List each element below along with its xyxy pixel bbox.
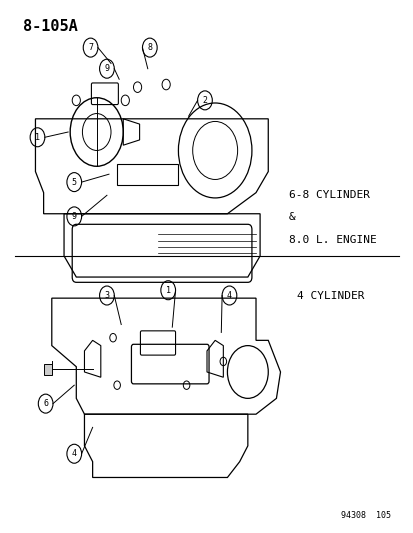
Text: 94308  105: 94308 105	[340, 511, 390, 520]
Polygon shape	[43, 364, 52, 375]
Text: 6-8 CYLINDER: 6-8 CYLINDER	[288, 190, 369, 200]
Text: 8: 8	[147, 43, 152, 52]
Text: 9: 9	[104, 64, 109, 73]
Text: 4: 4	[71, 449, 76, 458]
Text: 4: 4	[226, 291, 231, 300]
Text: &: &	[288, 213, 295, 222]
Text: 8-105A: 8-105A	[23, 19, 78, 34]
Text: 9: 9	[71, 212, 76, 221]
Text: 3: 3	[104, 291, 109, 300]
Text: 1: 1	[35, 133, 40, 142]
Text: 1: 1	[165, 286, 170, 295]
Text: 4 CYLINDER: 4 CYLINDER	[296, 290, 363, 301]
Text: 6: 6	[43, 399, 48, 408]
Text: 8.0 L. ENGINE: 8.0 L. ENGINE	[288, 235, 375, 245]
Text: 5: 5	[71, 177, 76, 187]
Text: 7: 7	[88, 43, 93, 52]
Text: 2: 2	[202, 96, 207, 105]
